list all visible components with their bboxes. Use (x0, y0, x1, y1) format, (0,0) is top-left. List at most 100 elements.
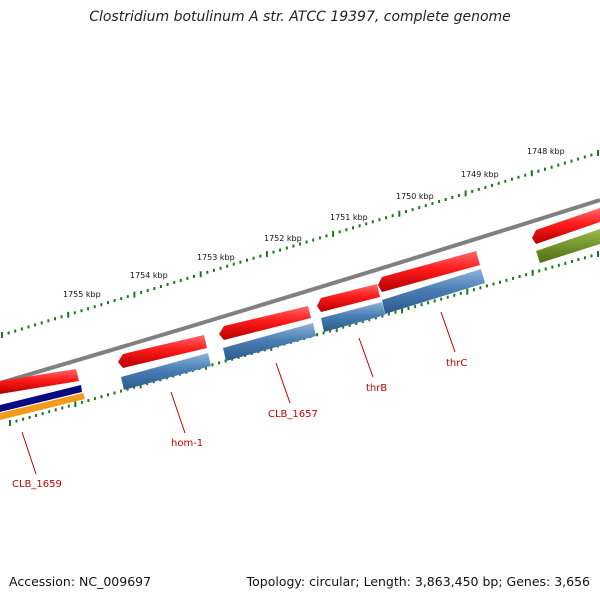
minor-tick (28, 415, 31, 419)
minor-tick (418, 206, 421, 210)
minor-tick (61, 406, 64, 410)
cds-block-clb-1657[interactable] (223, 323, 316, 361)
major-tick (466, 288, 469, 295)
minor-tick (550, 165, 553, 169)
major-tick (464, 190, 467, 197)
minor-tick (472, 288, 475, 292)
minor-tick (107, 301, 109, 305)
minor-tick (325, 234, 328, 238)
topology-text: Topology: circular; Length: 3,863,450 bp… (246, 574, 590, 589)
gene-arrow[interactable] (532, 208, 600, 244)
major-tick (9, 420, 11, 426)
minor-tick (179, 278, 182, 282)
major-tick (597, 251, 599, 257)
minor-tick (14, 329, 17, 333)
minor-tick (87, 307, 90, 311)
minor-tick (471, 189, 474, 193)
minor-tick (246, 258, 248, 262)
major-tick (597, 150, 599, 156)
major-tick (335, 326, 338, 333)
minor-tick (525, 273, 528, 277)
minor-tick (47, 319, 50, 323)
minor-tick (485, 284, 488, 288)
minor-tick (348, 323, 351, 327)
minor-tick (113, 391, 116, 395)
minor-tick (504, 179, 507, 183)
minor-tick (316, 333, 319, 337)
minor-tick (87, 399, 90, 402)
minor-tick (570, 260, 573, 263)
orange-track-block[interactable] (0, 393, 85, 420)
minor-tick (459, 291, 462, 295)
minor-tick (590, 254, 593, 258)
minor-tick (577, 157, 580, 161)
minor-tick (570, 159, 573, 163)
ruler-label-1753: 1753 kbp (197, 253, 235, 262)
minor-tick (312, 238, 315, 242)
cds-block-thrc[interactable] (382, 269, 485, 314)
gene-label-hom-1[interactable]: hom-1 (171, 438, 203, 449)
minor-tick (93, 305, 96, 309)
minor-tick (120, 389, 123, 393)
minor-tick (583, 155, 586, 159)
major-tick (139, 382, 142, 389)
minor-tick (292, 244, 295, 248)
minor-tick (557, 263, 560, 267)
minor-tick (193, 274, 195, 278)
minor-tick (159, 285, 162, 288)
minor-tick (411, 208, 414, 212)
minor-tick (120, 297, 123, 301)
gene-arrow-clb-1657[interactable] (219, 306, 311, 340)
major-tick (1, 332, 3, 338)
minor-tick (484, 185, 487, 189)
gene-arrow-hom-1[interactable] (118, 335, 207, 368)
gene-arrow-thrc[interactable] (378, 251, 480, 292)
major-tick (530, 170, 533, 177)
minor-tick (166, 282, 169, 286)
cds-track (121, 269, 485, 390)
minor-tick (438, 200, 441, 203)
minor-tick (239, 260, 242, 264)
minor-tick (391, 214, 394, 218)
minor-tick (381, 314, 384, 318)
minor-tick (206, 270, 209, 274)
minor-tick (407, 307, 410, 310)
minor-tick (427, 301, 430, 305)
minor-tick (107, 393, 109, 397)
cds-block-hom-1[interactable] (121, 353, 211, 390)
major-tick (398, 210, 401, 217)
minor-tick (252, 256, 255, 260)
gene-label-thrb[interactable]: thrB (366, 383, 387, 394)
minor-tick (7, 331, 10, 335)
minor-tick (590, 153, 593, 157)
label-leaders (21, 311, 456, 475)
gene-label-thrc[interactable]: thrC (446, 358, 467, 369)
minor-tick (93, 397, 96, 401)
minor-tick (424, 204, 427, 208)
minor-tick (374, 316, 377, 320)
minor-tick (212, 268, 215, 272)
minor-tick (27, 325, 30, 329)
minor-tick (440, 297, 443, 301)
gene-label-clb-1657[interactable]: CLB_1657 (268, 409, 318, 420)
gene-arrow[interactable] (0, 369, 79, 394)
olive-track-block[interactable] (536, 229, 600, 263)
minor-tick (577, 258, 580, 262)
minor-tick (80, 309, 83, 313)
gene-label-clb-1659[interactable]: CLB_1659 (12, 479, 62, 490)
minor-tick (22, 417, 25, 421)
minor-tick (41, 412, 44, 416)
minor-tick (100, 303, 103, 307)
minor-tick (126, 387, 129, 391)
minor-tick (583, 256, 586, 260)
minor-tick (60, 315, 63, 319)
minor-tick (35, 414, 38, 417)
cds-block-thrb[interactable] (321, 302, 385, 332)
gene-track (0, 208, 600, 394)
minor-tick (557, 163, 560, 167)
minor-tick (387, 312, 390, 316)
minor-tick (492, 282, 495, 286)
gene-arrow-thrb[interactable] (317, 284, 380, 312)
navy-track-block[interactable] (0, 385, 82, 412)
